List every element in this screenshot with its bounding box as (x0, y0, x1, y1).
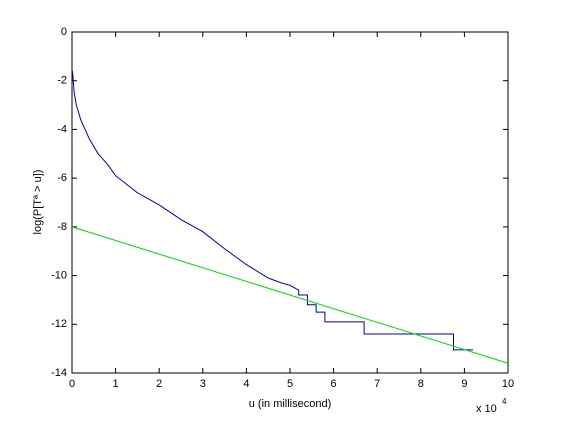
y-tick-label: -6 (57, 172, 67, 184)
x-tick-label: 9 (461, 378, 467, 390)
x-tick-label: 4 (243, 378, 249, 390)
y-tick-label: -4 (57, 123, 67, 135)
y-axis-label: log(P[Tª > u]) (32, 170, 44, 235)
series-line (71, 70, 474, 351)
x-tick-label: 8 (418, 378, 424, 390)
y-tick-label: -12 (51, 318, 67, 330)
y-tick-label: -2 (57, 75, 67, 87)
x-tick-label: 5 (287, 378, 293, 390)
x-tick-label: 1 (113, 378, 119, 390)
x-tick-label: 10 (502, 378, 514, 390)
y-tick-label: -8 (57, 221, 67, 233)
x-tick-label: 6 (331, 378, 337, 390)
series-line (71, 226, 509, 364)
x-tick-label: 3 (200, 378, 206, 390)
y-tick-label: -14 (51, 367, 67, 379)
x-multiplier: x 10 (476, 403, 497, 415)
x-multiplier-exponent: 4 (502, 397, 507, 406)
x-axis-label: u (in millisecond) (249, 398, 332, 410)
y-tick-label: -10 (51, 269, 67, 281)
x-tick-label: 2 (156, 378, 162, 390)
x-tick-label: 0 (69, 378, 75, 390)
y-tick-label: 0 (61, 26, 67, 38)
plot-frame (71, 31, 509, 374)
x-tick-label: 7 (374, 378, 380, 390)
